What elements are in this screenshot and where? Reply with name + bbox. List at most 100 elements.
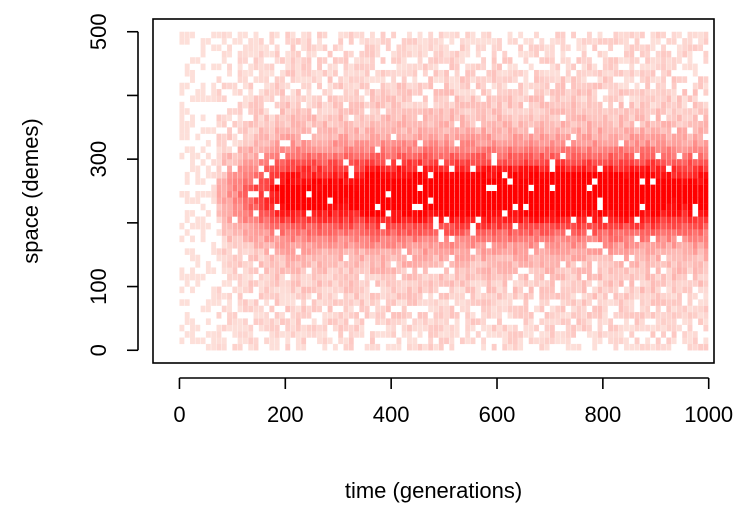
heatmap-cell <box>385 140 391 147</box>
heatmap-cell <box>449 184 455 192</box>
heatmap-cell <box>332 235 338 243</box>
heatmap-cell <box>375 120 381 128</box>
heatmap-cell <box>544 114 550 122</box>
heatmap-cell <box>216 140 222 147</box>
heatmap-cell <box>634 127 640 134</box>
heatmap-cell <box>645 248 651 255</box>
heatmap-cell <box>481 305 487 313</box>
heatmap-cell <box>391 292 397 300</box>
heatmap-cell <box>486 286 492 294</box>
heatmap-cell <box>502 50 508 58</box>
heatmap-cell <box>433 261 439 268</box>
heatmap-cell <box>211 95 217 103</box>
heatmap-cell <box>512 337 518 345</box>
heatmap-cell <box>332 343 338 351</box>
heatmap-cell <box>253 76 259 83</box>
heatmap-cell <box>497 292 502 300</box>
heatmap-cell <box>571 140 576 147</box>
heatmap-cell <box>470 95 476 103</box>
heatmap-cell <box>687 286 693 294</box>
heatmap-cell <box>332 210 338 217</box>
heatmap-cell <box>549 254 555 262</box>
heatmap-cell <box>433 178 439 185</box>
heatmap-cell <box>444 280 449 287</box>
heatmap-cell <box>264 178 270 185</box>
heatmap-cell <box>624 299 629 306</box>
heatmap-cell <box>412 254 418 262</box>
heatmap-cell <box>698 101 704 109</box>
heatmap-cell <box>571 222 576 230</box>
heatmap-cell <box>459 292 465 300</box>
heatmap-cell <box>190 165 195 173</box>
heatmap-cell <box>497 273 502 281</box>
heatmap-cell <box>655 286 661 294</box>
heatmap-cell <box>534 178 539 185</box>
heatmap-cell <box>211 286 217 294</box>
heatmap-cell <box>327 133 333 141</box>
heatmap-cell <box>597 140 603 147</box>
heatmap-cell <box>639 216 645 224</box>
heatmap-cell <box>237 63 243 71</box>
heatmap-cell <box>608 337 614 345</box>
heatmap-cell <box>449 312 455 319</box>
heatmap-cell <box>507 140 513 147</box>
heatmap-cell <box>454 261 460 268</box>
heatmap-cell <box>237 305 243 313</box>
heatmap-cell <box>565 248 571 255</box>
heatmap-cell <box>671 254 677 262</box>
heatmap-cell <box>459 254 465 262</box>
heatmap-cell <box>650 165 656 173</box>
heatmap-cell <box>401 140 407 147</box>
heatmap-cell <box>232 235 238 243</box>
heatmap-cell <box>497 101 502 109</box>
heatmap-cell <box>401 57 407 64</box>
heatmap-cell <box>470 133 476 141</box>
heatmap-cell <box>269 305 275 313</box>
heatmap-cell <box>444 222 449 230</box>
heatmap-cell <box>306 292 312 300</box>
heatmap-cell <box>661 197 666 204</box>
heatmap-cell <box>671 57 677 64</box>
heatmap-cell <box>428 133 434 141</box>
heatmap-cell <box>682 337 688 345</box>
heatmap-cell <box>592 89 598 96</box>
heatmap-cell <box>571 261 576 268</box>
heatmap-cell <box>190 210 195 217</box>
heatmap-cell <box>295 114 301 122</box>
heatmap-cell <box>703 280 709 287</box>
heatmap-cell <box>232 254 238 262</box>
heatmap-cell <box>571 114 576 122</box>
heatmap-cell <box>571 280 576 287</box>
y-axis-label: space (demes) <box>18 118 43 264</box>
heatmap-cell <box>698 31 704 39</box>
heatmap-cell <box>465 267 471 275</box>
heatmap-cell <box>253 127 259 134</box>
heatmap-cell <box>576 127 582 134</box>
heatmap-cell <box>459 146 465 153</box>
heatmap-cell <box>698 152 704 160</box>
heatmap-cell <box>295 171 301 179</box>
heatmap-cell <box>184 69 190 77</box>
heatmap-cell <box>650 210 656 217</box>
heatmap-cell <box>586 191 592 198</box>
heatmap-cell <box>433 44 439 52</box>
heatmap-cell <box>682 63 688 71</box>
heatmap-cell <box>396 57 402 64</box>
heatmap-cell <box>565 120 571 128</box>
heatmap-cell <box>586 82 592 90</box>
heatmap-cell <box>676 280 682 287</box>
heatmap-cell <box>512 331 518 338</box>
heatmap-cell <box>227 82 232 90</box>
heatmap-cell <box>354 222 359 230</box>
heatmap-cell <box>465 178 471 185</box>
heatmap-cell <box>190 120 195 128</box>
heatmap-cell <box>401 44 407 52</box>
heatmap-cell <box>401 273 407 281</box>
heatmap-cell <box>332 127 338 134</box>
heatmap-cell <box>687 57 693 64</box>
heatmap-cell <box>317 331 322 338</box>
heatmap-cell <box>338 203 344 211</box>
heatmap-cell <box>581 108 587 115</box>
heatmap-cell <box>703 210 709 217</box>
heatmap-cell <box>274 216 280 224</box>
